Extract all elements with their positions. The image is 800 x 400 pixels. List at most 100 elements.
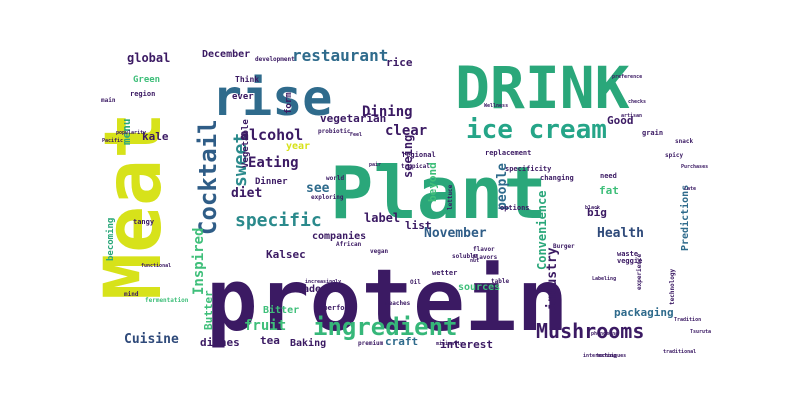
- word-cloud-word: mind: [124, 291, 139, 298]
- word-cloud-word: sources: [458, 282, 500, 293]
- word-cloud-word: specificity: [505, 165, 552, 173]
- word-cloud-word: rise: [212, 69, 332, 127]
- word-cloud-word: interest: [440, 338, 493, 351]
- word-cloud-word: superfood: [315, 304, 353, 312]
- word-cloud-word: world: [326, 175, 344, 182]
- word-cloud-word: becoming: [105, 218, 116, 261]
- word-cloud-word: tea: [260, 334, 280, 347]
- word-cloud-word: Cuisine: [124, 332, 179, 347]
- word-cloud-word: spicy: [665, 152, 683, 159]
- word-cloud-word: phenomena: [591, 331, 618, 337]
- word-cloud-word: Think: [235, 74, 259, 84]
- word-cloud-word: packaging: [614, 306, 674, 319]
- word-cloud-word: increasingly: [305, 279, 341, 285]
- word-cloud-word: Green: [133, 75, 160, 85]
- word-cloud-word: African: [336, 241, 362, 248]
- word-cloud-word: Cocktail: [194, 119, 222, 235]
- word-cloud-word: Meat: [89, 112, 179, 300]
- word-cloud-word: sweet: [230, 133, 251, 187]
- word-cloud-word: companies: [312, 230, 366, 242]
- word-cloud-word: interesting: [583, 353, 616, 359]
- word-cloud-word: grain: [642, 129, 663, 137]
- word-cloud-word: region: [130, 90, 155, 98]
- word-cloud-word: people: [495, 163, 510, 210]
- word-cloud-word: exploring: [311, 194, 344, 201]
- word-cloud-word: Convenience: [535, 191, 549, 270]
- word-cloud-word: Predictions: [679, 185, 691, 251]
- word-cloud-word: global: [127, 51, 170, 65]
- word-cloud-word: Wellness: [484, 103, 508, 109]
- word-cloud-word: alcohol: [240, 126, 303, 144]
- word-cloud-word: specific: [235, 210, 322, 231]
- word-cloud-word: popularity: [116, 130, 146, 136]
- word-cloud-word: lettuce: [447, 184, 454, 210]
- word-cloud-word: regional: [402, 151, 436, 159]
- word-cloud-word: fruit: [244, 318, 286, 334]
- word-cloud-word: traditional: [663, 349, 696, 355]
- word-cloud-word: functional: [141, 263, 171, 269]
- word-cloud-word: flavor: [473, 246, 495, 253]
- word-cloud-word: changing: [540, 174, 574, 182]
- word-cloud-word: ingredient: [313, 313, 458, 341]
- word-cloud-word: development: [255, 56, 295, 63]
- word-cloud-word: diet: [231, 186, 262, 201]
- word-cloud-word: Labeling: [592, 276, 616, 282]
- word-cloud-word: form: [284, 92, 294, 114]
- word-cloud-word: made: [297, 284, 321, 295]
- word-cloud-word: fermentation: [145, 297, 189, 304]
- word-cloud-word: Bitter: [263, 304, 299, 316]
- word-cloud-word: ice cream: [466, 115, 607, 145]
- word-cloud-word: tangy: [133, 218, 155, 226]
- word-cloud-word: fat: [599, 184, 619, 197]
- word-cloud-word: waste: [617, 250, 638, 258]
- word-cloud-word: veggie: [617, 257, 642, 265]
- word-cloud-word: menu: [120, 119, 133, 146]
- word-cloud-word: Vegetable: [241, 119, 251, 168]
- word-cloud-word: probiotic: [318, 128, 351, 135]
- word-cloud-word: Baking: [290, 337, 326, 349]
- word-cloud-word: dishes: [200, 336, 240, 349]
- word-cloud-word: techniques: [596, 353, 626, 359]
- word-cloud-word: minimally: [436, 341, 463, 347]
- word-cloud-word: protein: [206, 251, 568, 351]
- word-cloud-word: rice: [386, 56, 413, 69]
- word-cloud-word: artisan: [621, 113, 642, 119]
- word-cloud-word: industry: [545, 247, 560, 310]
- word-cloud-word: tropical: [401, 163, 430, 170]
- word-cloud-word: replacement: [485, 149, 531, 157]
- word-cloud-word: checks: [628, 99, 646, 105]
- word-cloud-word: list: [405, 219, 432, 232]
- word-cloud-word: need: [600, 172, 617, 180]
- word-cloud-word: Good: [607, 114, 634, 127]
- word-cloud-word: nut: [470, 258, 479, 264]
- word-cloud-word: Tsuruta: [690, 329, 711, 335]
- word-cloud-word: November: [424, 226, 487, 241]
- word-cloud-word: experience: [636, 253, 643, 290]
- word-cloud-word: big: [587, 206, 607, 219]
- word-cloud-word: restaurant: [292, 46, 388, 65]
- word-cloud-word: label: [364, 211, 400, 225]
- word-cloud-word: black: [585, 205, 600, 211]
- word-cloud-word: table: [491, 278, 509, 285]
- word-cloud-word: seeing: [401, 135, 415, 178]
- word-cloud-word: snack: [675, 138, 693, 145]
- word-cloud-word: Mushrooms: [536, 319, 644, 343]
- word-cloud-word: vegetarian: [320, 112, 386, 125]
- word-cloud-word: Eating: [248, 155, 299, 171]
- word-cloud-word: Kalsec: [266, 248, 306, 261]
- word-cloud-word: premium: [358, 340, 384, 347]
- word-cloud-word: Purchases: [681, 164, 708, 170]
- word-cloud-word: Dining: [362, 104, 413, 120]
- word-cloud-word: DRINK: [455, 54, 630, 122]
- word-cloud-word: kale: [142, 130, 169, 143]
- word-cloud-word: Oil: [410, 279, 421, 286]
- word-cloud-word: year: [286, 141, 310, 152]
- word-cloud-word: Inspired: [191, 228, 207, 295]
- word-cloud-word: flavors: [472, 254, 498, 261]
- word-cloud-word: December: [202, 49, 250, 60]
- word-cloud-word: Late: [684, 186, 696, 192]
- word-cloud-word: Feel: [350, 132, 362, 138]
- word-cloud-word: craft: [385, 335, 418, 348]
- word-cloud-word: Health: [597, 226, 644, 241]
